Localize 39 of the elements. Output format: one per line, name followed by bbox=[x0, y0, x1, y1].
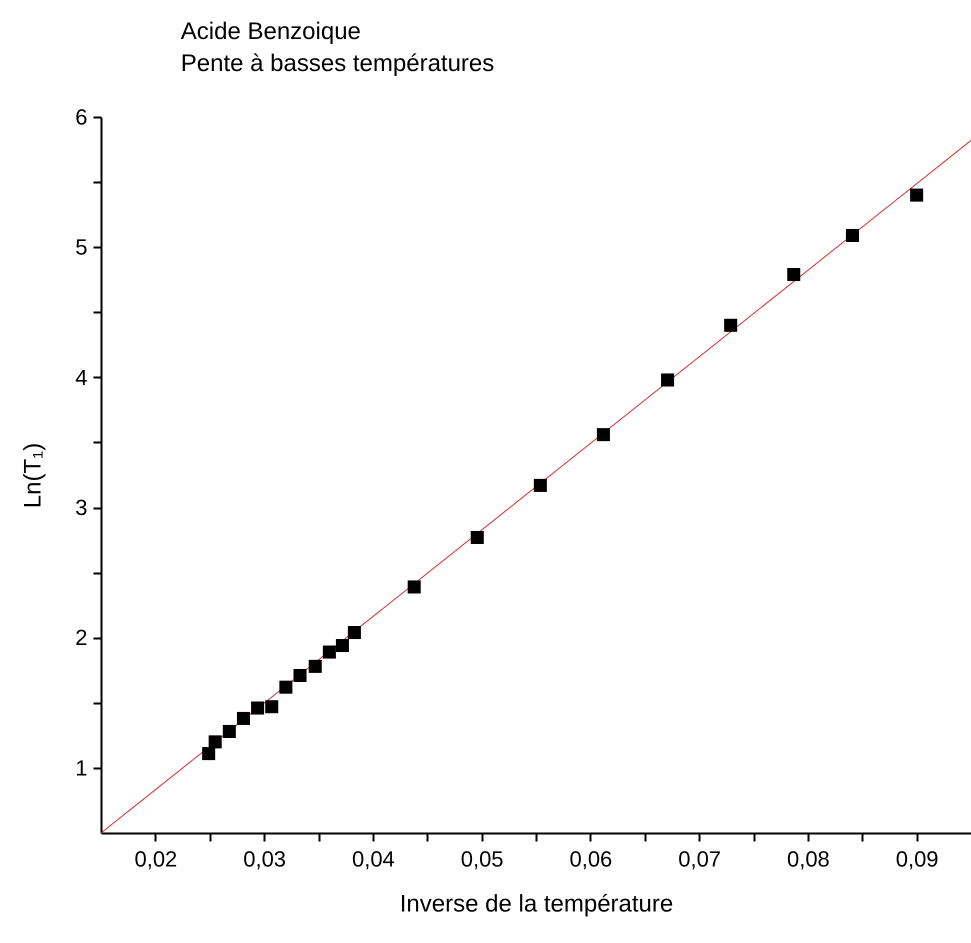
y-tick-label: 1 bbox=[75, 755, 88, 780]
point bbox=[308, 660, 322, 673]
x-axis-title: Inverse de la température bbox=[400, 890, 674, 918]
x-tick-label: 0,02 bbox=[134, 846, 178, 872]
y-tick-label: 2 bbox=[75, 625, 88, 650]
point bbox=[846, 228, 859, 242]
point bbox=[202, 747, 216, 760]
point bbox=[724, 318, 738, 332]
y-tick-label: 3 bbox=[75, 495, 88, 520]
y-tick-label: 6 bbox=[75, 104, 88, 130]
point bbox=[236, 712, 250, 725]
point bbox=[348, 626, 361, 640]
point bbox=[787, 268, 800, 282]
point bbox=[661, 373, 674, 386]
x-tick-label: 0,08 bbox=[786, 846, 830, 872]
point bbox=[910, 188, 924, 202]
point bbox=[251, 702, 264, 715]
point bbox=[596, 428, 610, 442]
x-tick-label: 0,06 bbox=[569, 846, 612, 872]
y-axis-title: Ln(T₁) bbox=[19, 442, 46, 508]
point bbox=[265, 700, 278, 714]
x-tick-label: 0,04 bbox=[352, 846, 395, 872]
x-tick-label: 0,09 bbox=[896, 846, 939, 872]
chart-title: Acide Benzoique bbox=[180, 18, 361, 45]
point bbox=[293, 668, 307, 682]
x-tick-label: 0,07 bbox=[678, 846, 722, 872]
point bbox=[336, 639, 349, 652]
point bbox=[470, 530, 484, 544]
point bbox=[534, 478, 547, 492]
point bbox=[322, 646, 336, 659]
x-tick-label: 0,05 bbox=[460, 846, 504, 872]
x-tick-label: 0,03 bbox=[243, 846, 286, 872]
point bbox=[208, 735, 222, 748]
y-tick-label: 5 bbox=[75, 234, 88, 260]
point bbox=[408, 580, 421, 594]
point bbox=[222, 724, 236, 738]
y-tick-label: 4 bbox=[75, 364, 88, 390]
point bbox=[279, 680, 292, 694]
chart-subtitle: Pente à basses températures bbox=[180, 50, 494, 77]
